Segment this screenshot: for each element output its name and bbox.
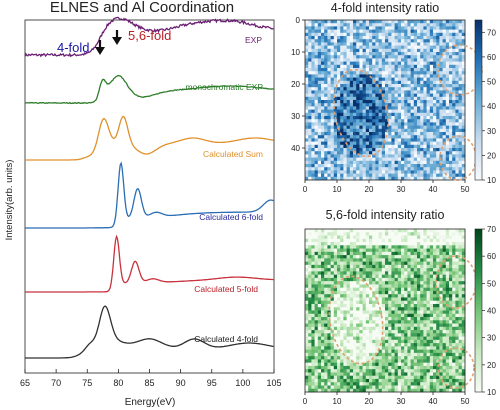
y-tick-label: 20 [291,80,300,89]
series-label: monochromatic EXP [186,82,264,92]
series-line [24,74,274,105]
heatmap-56fold: 5,6-fold intensity ratio 0 10 20 30 40 50 10 2… [303,208,497,406]
heatmap-56fold-cells [305,229,466,393]
arrow-4-fold-icon [95,40,105,55]
annotation-4-fold: 4-fold [57,40,90,55]
x-tick-label: 95 [207,378,217,388]
elnes-chart: ELNES and Al Coordination EXP monochromat… [4,0,282,408]
region-ellipse [333,68,389,158]
colorbar-tick-label: 20 [487,361,496,370]
colorbar-gradient [474,228,483,393]
x-tick-label: 105 [266,378,281,388]
colorbar-tick-label: 50 [487,279,496,288]
series-label: Calculated 5-fold [194,284,258,294]
x-tick-label: 20 [365,397,374,406]
series-line [25,161,274,229]
colorbar-tick-label: 40 [487,307,496,316]
series-label: Calculated 4-fold [194,334,258,344]
x-tick-label: 50 [461,397,470,406]
x-tick-label: 100 [235,378,250,388]
annotation-5-6-fold: 5,6-fold [128,28,171,43]
x-tick-label: 0 [303,397,308,406]
region-ellipse [437,347,475,389]
x-tick-label: 70 [51,378,61,388]
heatmap-56fold-ticks: 0 10 20 30 40 50 [303,392,470,406]
x-tick-label: 85 [144,378,154,388]
colorbar-gradient [474,19,483,181]
x-tick-label: 90 [176,378,186,388]
elnes-xlabel: Energy(eV) [125,397,176,408]
heatmap-4fold-title: 4-fold intensity ratio [331,1,439,15]
colorbar-tick-label: 30 [487,334,496,343]
x-tick-label: 10 [333,185,342,194]
x-tick-label: 75 [82,378,92,388]
series-line [25,234,274,293]
x-tick-label: 30 [397,397,406,406]
elnes-title: ELNES and Al Coordination [50,0,234,16]
colorbar-tick-label: 10 [487,176,496,185]
elnes-series-group: EXP monochromatic EXP Calculated Sum Calcul… [24,16,274,359]
elnes-ylabel: Intensity(arb. units) [4,160,15,241]
x-tick-label: 40 [429,397,438,406]
colorbar-tick-label: 50 [487,78,496,87]
y-tick-label: 10 [291,48,300,57]
x-tick-label: 20 [365,185,374,194]
x-tick-label: 80 [113,378,123,388]
series-line [25,305,274,359]
x-tick-label: 30 [397,185,406,194]
colorbar-tick-label: 30 [487,127,496,136]
x-tick-label: 40 [429,185,438,194]
y-tick-label: 30 [291,112,300,121]
heatmap-4fold: 4-fold intensity ratio 0 10 20 30 40 50 0 10 20 3… [291,1,496,194]
colorbar-4fold: 10 20 30 40 50 60 70 [474,19,496,185]
colorbar-tick-label: 40 [487,102,496,111]
series-label: Calculated Sum [203,149,263,159]
y-tick-label: 40 [291,144,300,153]
arrow-5-6-fold-icon [112,30,122,45]
colorbar-tick-label: 60 [487,53,496,62]
x-tick-label: 10 [333,397,342,406]
colorbar-tick-label: 10 [487,388,496,397]
x-tick-label: 0 [303,185,308,194]
heatmap-56fold-frame [304,228,466,393]
colorbar-tick-label: 70 [487,28,496,37]
heatmap-4fold-frame [304,19,466,181]
colorbar-tick-label: 20 [487,151,496,160]
colorbar-tick-label: 60 [487,252,496,261]
x-tick-label: 65 [20,378,30,388]
series-label: Calculated 6-fold [199,212,263,222]
colorbar-56fold: 10 20 30 40 50 60 70 [474,225,496,397]
series-line [24,16,274,58]
region-ellipse [328,275,384,365]
x-tick-label: 50 [461,185,470,194]
series-label: EXP [245,35,262,45]
heatmap-4fold-ticks: 0 10 20 30 40 50 0 10 20 30 40 [291,16,470,194]
elnes-x-ticks: 65 70 75 80 85 90 95 100 105 [20,369,282,388]
heatmap-56fold-title: 5,6-fold intensity ratio [326,208,445,222]
elnes-plot-area [24,19,275,374]
series-line [25,115,274,161]
colorbar-tick-label: 70 [487,225,496,234]
y-tick-label: 0 [296,16,301,25]
